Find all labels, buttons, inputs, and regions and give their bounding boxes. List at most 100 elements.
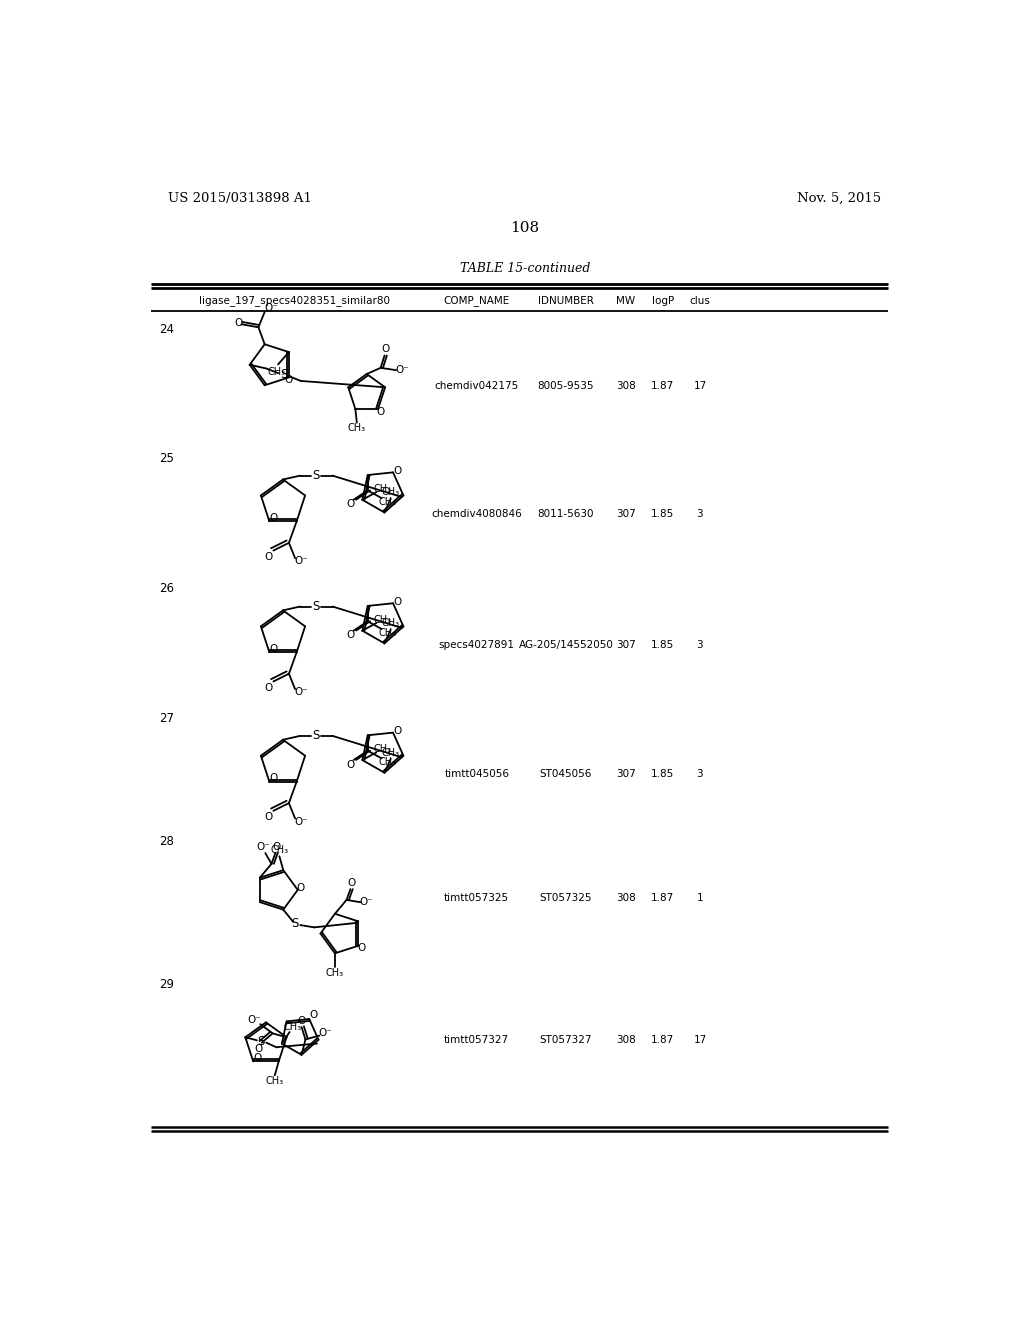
Text: S: S xyxy=(257,1035,264,1048)
Text: 8011-5630: 8011-5630 xyxy=(538,510,594,519)
Text: CH₃: CH₃ xyxy=(379,496,397,507)
Text: O: O xyxy=(393,597,401,607)
Text: 26: 26 xyxy=(159,582,174,594)
Text: O⁻: O⁻ xyxy=(359,898,374,907)
Text: 28: 28 xyxy=(159,834,174,847)
Text: O: O xyxy=(285,375,293,384)
Text: CH₃: CH₃ xyxy=(326,969,344,978)
Text: COMP_NAME: COMP_NAME xyxy=(443,296,510,306)
Text: O⁻: O⁻ xyxy=(257,842,270,851)
Text: chemdiv042175: chemdiv042175 xyxy=(434,380,519,391)
Text: O: O xyxy=(381,345,389,354)
Text: O: O xyxy=(393,466,401,475)
Text: O: O xyxy=(253,1053,261,1064)
Text: O: O xyxy=(264,552,272,562)
Text: S: S xyxy=(312,601,319,612)
Text: 1.87: 1.87 xyxy=(651,1035,675,1045)
Text: MW: MW xyxy=(616,296,635,306)
Text: CH₃: CH₃ xyxy=(379,758,397,767)
Text: O: O xyxy=(264,812,272,822)
Text: 3: 3 xyxy=(696,770,703,779)
Text: ligase_197_specs4028351_similar80: ligase_197_specs4028351_similar80 xyxy=(199,296,390,306)
Text: 308: 308 xyxy=(615,1035,636,1045)
Text: O: O xyxy=(272,842,281,851)
Text: CH₃: CH₃ xyxy=(266,1076,284,1086)
Text: 1.85: 1.85 xyxy=(651,640,675,649)
Text: O: O xyxy=(346,630,354,640)
Text: ST057325: ST057325 xyxy=(540,892,592,903)
Text: O⁻: O⁻ xyxy=(395,366,410,375)
Text: 1: 1 xyxy=(696,892,703,903)
Text: 17: 17 xyxy=(693,380,707,391)
Text: O⁻: O⁻ xyxy=(247,1015,261,1026)
Text: Nov. 5, 2015: Nov. 5, 2015 xyxy=(797,191,882,205)
Text: 1.85: 1.85 xyxy=(651,510,675,519)
Text: timtt045056: timtt045056 xyxy=(444,770,509,779)
Text: 307: 307 xyxy=(615,510,636,519)
Text: specs4027891: specs4027891 xyxy=(438,640,515,649)
Text: 1.87: 1.87 xyxy=(651,380,675,391)
Text: 17: 17 xyxy=(693,1035,707,1045)
Text: O⁻: O⁻ xyxy=(295,817,308,826)
Text: TABLE 15-continued: TABLE 15-continued xyxy=(460,261,590,275)
Text: O: O xyxy=(357,942,366,953)
Text: S: S xyxy=(291,917,299,931)
Text: 8005-9535: 8005-9535 xyxy=(538,380,594,391)
Text: S: S xyxy=(281,368,288,381)
Text: AG-205/14552050: AG-205/14552050 xyxy=(518,640,613,649)
Text: ST057327: ST057327 xyxy=(540,1035,592,1045)
Text: 25: 25 xyxy=(159,453,174,465)
Text: IDNUMBER: IDNUMBER xyxy=(538,296,594,306)
Text: 308: 308 xyxy=(615,892,636,903)
Text: O⁻: O⁻ xyxy=(318,1028,333,1039)
Text: CH₃: CH₃ xyxy=(379,628,397,638)
Text: US 2015/0313898 A1: US 2015/0313898 A1 xyxy=(168,191,312,205)
Text: CH₃: CH₃ xyxy=(374,484,391,494)
Text: 307: 307 xyxy=(615,640,636,649)
Text: 3: 3 xyxy=(696,640,703,649)
Text: O: O xyxy=(269,774,278,784)
Text: CH₃: CH₃ xyxy=(267,367,286,378)
Text: chemdiv4080846: chemdiv4080846 xyxy=(431,510,522,519)
Text: clus: clus xyxy=(689,296,711,306)
Text: ST045056: ST045056 xyxy=(540,770,592,779)
Text: O: O xyxy=(297,1016,306,1026)
Text: 3: 3 xyxy=(696,510,703,519)
Text: O: O xyxy=(234,318,243,327)
Text: 27: 27 xyxy=(159,711,174,725)
Text: 1.87: 1.87 xyxy=(651,892,675,903)
Text: S: S xyxy=(312,469,319,482)
Text: O: O xyxy=(269,644,278,655)
Text: O⁻: O⁻ xyxy=(295,688,308,697)
Text: 108: 108 xyxy=(510,220,540,235)
Text: 29: 29 xyxy=(159,978,174,991)
Text: CH₃: CH₃ xyxy=(374,744,391,754)
Text: timtt057325: timtt057325 xyxy=(444,892,509,903)
Text: O⁻: O⁻ xyxy=(295,556,308,566)
Text: O: O xyxy=(255,1044,263,1053)
Text: O: O xyxy=(346,499,354,510)
Text: 308: 308 xyxy=(615,380,636,391)
Text: O: O xyxy=(269,513,278,523)
Text: 24: 24 xyxy=(159,323,174,335)
Text: CH₃: CH₃ xyxy=(382,618,399,628)
Text: 1.85: 1.85 xyxy=(651,770,675,779)
Text: 307: 307 xyxy=(615,770,636,779)
Text: O: O xyxy=(393,726,401,737)
Text: O: O xyxy=(264,682,272,693)
Text: O: O xyxy=(347,878,355,888)
Text: O: O xyxy=(309,1010,317,1020)
Text: O: O xyxy=(376,407,385,417)
Text: logP: logP xyxy=(651,296,674,306)
Text: CH₃: CH₃ xyxy=(374,615,391,624)
Text: CH₃: CH₃ xyxy=(348,424,366,433)
Text: S: S xyxy=(312,730,319,742)
Text: CH₃: CH₃ xyxy=(382,487,399,498)
Text: O⁻: O⁻ xyxy=(264,304,278,313)
Text: O: O xyxy=(296,883,304,892)
Text: CH₃: CH₃ xyxy=(284,1022,302,1032)
Text: timtt057327: timtt057327 xyxy=(444,1035,509,1045)
Text: CH₃: CH₃ xyxy=(382,747,399,758)
Text: CH₃: CH₃ xyxy=(270,845,289,855)
Text: O: O xyxy=(346,759,354,770)
